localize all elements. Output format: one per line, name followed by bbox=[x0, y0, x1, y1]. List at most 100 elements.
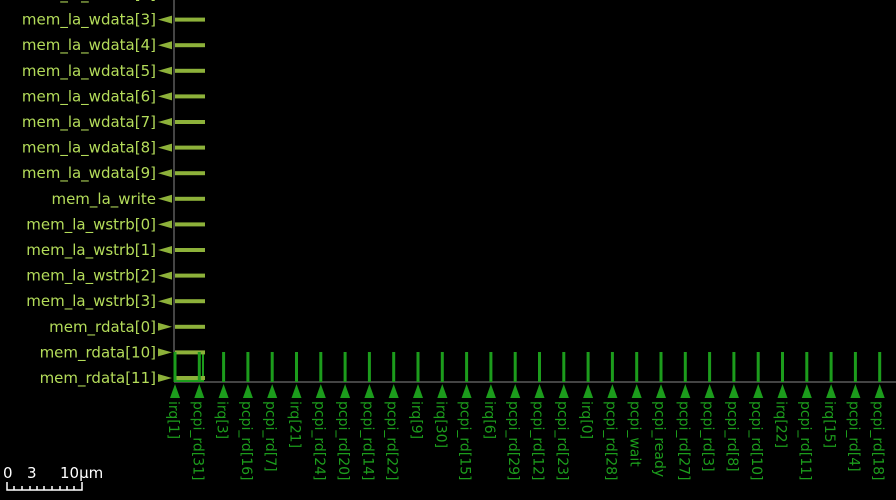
pin-bar bbox=[175, 145, 205, 150]
pin-label: mem_la_wdata[8] bbox=[22, 139, 156, 158]
pin-arrow bbox=[315, 384, 326, 398]
pin-arrow bbox=[158, 143, 172, 152]
pin-label: pcpi_rd[12] bbox=[530, 401, 546, 481]
pin-label: mem_la_wdata[9] bbox=[22, 164, 156, 183]
pin-bar bbox=[610, 352, 614, 382]
pin-label: irq[30] bbox=[432, 401, 448, 448]
pin-arrow bbox=[158, 118, 172, 126]
pin-arrow bbox=[158, 92, 172, 101]
pin-arrow bbox=[413, 384, 423, 398]
pin-label: pcpi_rd[4] bbox=[845, 401, 861, 472]
pin-bar bbox=[175, 248, 205, 252]
pin-arrow bbox=[583, 384, 594, 398]
pin-bar bbox=[175, 196, 205, 201]
pin-arrow bbox=[510, 384, 521, 398]
pin-arrow bbox=[728, 384, 739, 398]
pin-bar bbox=[175, 43, 205, 48]
pin-arrow bbox=[364, 384, 375, 398]
pin-label: pcpi_rd[29] bbox=[505, 401, 521, 481]
pin-bar bbox=[222, 352, 226, 382]
pin-label: mem_la_wstrb[0] bbox=[26, 215, 156, 234]
pin-arrow bbox=[631, 384, 642, 398]
pin-label: irq[21] bbox=[287, 401, 303, 448]
pin-arrow bbox=[826, 384, 837, 398]
pin-arrow bbox=[607, 384, 618, 398]
pin-label: pcpi_rd[31] bbox=[189, 401, 205, 481]
pin-label: irq[6] bbox=[481, 401, 497, 439]
pin-label: pcpi_rd[18] bbox=[870, 401, 886, 481]
pin-arrow bbox=[534, 384, 545, 398]
pin-bar bbox=[781, 352, 784, 382]
pin-bar bbox=[175, 68, 205, 73]
pin-label: pcpi_rd[7] bbox=[262, 401, 278, 472]
pin-arrow bbox=[242, 384, 253, 398]
pin-label: mem_la_wdata[6] bbox=[22, 87, 156, 106]
pin-arrow bbox=[850, 384, 861, 398]
pin-bar bbox=[175, 120, 205, 124]
pin-label: pcpi_rd[10] bbox=[748, 401, 764, 481]
pin-arrow bbox=[158, 322, 172, 331]
pin-arrow bbox=[680, 384, 691, 398]
pin-bar bbox=[829, 352, 833, 382]
pin-bar bbox=[175, 222, 205, 227]
pin-arrow bbox=[874, 384, 885, 398]
pin-arrow bbox=[704, 384, 715, 398]
pin-bar bbox=[175, 273, 205, 278]
pin-bar bbox=[173, 352, 177, 382]
pin-bar bbox=[175, 324, 205, 329]
pin-bar bbox=[538, 352, 541, 382]
pin-label: pcpi_rd[3] bbox=[700, 401, 716, 472]
pin-arrow bbox=[801, 384, 812, 398]
pin-arrow bbox=[158, 15, 172, 24]
pin-bar bbox=[513, 352, 517, 382]
scale-label: 3 bbox=[27, 464, 37, 482]
pin-label: pcpi_rd[14] bbox=[359, 401, 375, 481]
pin-label: pcpi_rd[16] bbox=[238, 401, 254, 481]
pin-arrow bbox=[777, 384, 788, 398]
pin-bar bbox=[319, 352, 323, 382]
pin-bar bbox=[732, 352, 736, 382]
pin-bar bbox=[197, 352, 201, 382]
pin-bar bbox=[246, 352, 250, 382]
pin-arrow bbox=[461, 384, 472, 398]
pin-label: mem_la_wdata[4] bbox=[22, 36, 156, 55]
pin-label: mem_la_write bbox=[51, 190, 156, 209]
pin-arrow bbox=[158, 220, 172, 229]
pin-label: mem_la_wdata[2] bbox=[22, 0, 156, 4]
pin-bar bbox=[683, 352, 687, 382]
pin-arrow bbox=[753, 384, 764, 398]
pin-arrow bbox=[158, 194, 172, 203]
pin-bar bbox=[635, 352, 639, 382]
pin-bar bbox=[756, 352, 760, 382]
pin-arrow bbox=[388, 384, 399, 398]
pin-label: pcpi_rd[23] bbox=[554, 401, 570, 481]
pin-label: irq[1] bbox=[165, 401, 181, 439]
pin-label: pcpi_rd[22] bbox=[384, 401, 400, 481]
pin-bar bbox=[465, 352, 469, 382]
pin-label: mem_la_wstrb[2] bbox=[26, 267, 156, 286]
pin-arrow bbox=[291, 384, 302, 398]
pin-bar bbox=[562, 352, 566, 382]
pin-arrow bbox=[437, 384, 448, 398]
pin-bar bbox=[853, 352, 857, 382]
scale-bar bbox=[6, 482, 83, 491]
scale-label: 0 bbox=[3, 464, 13, 482]
pin-label: irq[9] bbox=[408, 401, 424, 439]
pin-bar bbox=[708, 352, 712, 382]
pin-bar bbox=[175, 17, 205, 22]
pin-bar bbox=[175, 171, 205, 176]
pin-arrow bbox=[656, 384, 666, 398]
pin-arrow bbox=[267, 384, 278, 398]
pin-label: pcpi_ready bbox=[651, 401, 667, 477]
pin-arrow bbox=[158, 297, 172, 306]
pin-label: mem_rdata[0] bbox=[49, 318, 156, 337]
pin-label: irq[15] bbox=[821, 401, 837, 448]
pin-label: pcpi_rd[28] bbox=[602, 401, 618, 481]
pin-arrow bbox=[194, 384, 205, 398]
pin-label: irq[3] bbox=[214, 401, 230, 439]
pin-bar bbox=[489, 352, 493, 382]
pin-label: irq[22] bbox=[773, 401, 789, 448]
pin-bar bbox=[343, 352, 347, 382]
pin-label: pcpi_rd[24] bbox=[311, 401, 327, 481]
